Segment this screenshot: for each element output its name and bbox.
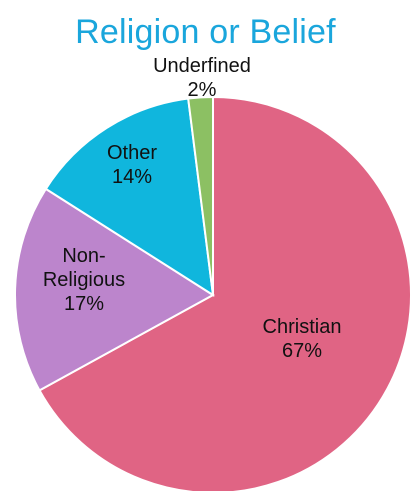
slice-category-label: Non-: [62, 245, 105, 267]
slice-category-label: Religious: [43, 269, 125, 291]
pie-labels: Christian 67% Non-Religious 17% Other 14% Unde…: [43, 55, 342, 362]
pie-slice-other: [44, 97, 215, 297]
chart-title: Religion or Belief: [75, 13, 336, 51]
slice-label-non-religious: Non-Religious 17%: [43, 245, 125, 315]
pie-slices: [14, 95, 411, 491]
slice-value-label: 2%: [188, 79, 217, 101]
slice-value-label: 17%: [64, 293, 104, 315]
slice-value-label: 67%: [282, 340, 322, 362]
slice-category-label: Other: [107, 142, 157, 164]
pie-slice-non-religious: [14, 187, 215, 392]
slice-label-other: Other 14%: [107, 142, 157, 188]
slice-category-label: Underfined: [153, 55, 251, 77]
slice-label-christian: Christian 67%: [263, 316, 342, 362]
slice-category-label: Christian: [263, 316, 342, 338]
slice-value-label: 14%: [112, 166, 152, 188]
slice-label-underfined: Underfined 2%: [153, 55, 251, 101]
pie-slice-underfined: [187, 95, 214, 296]
pie-slice-christian: [38, 95, 411, 491]
